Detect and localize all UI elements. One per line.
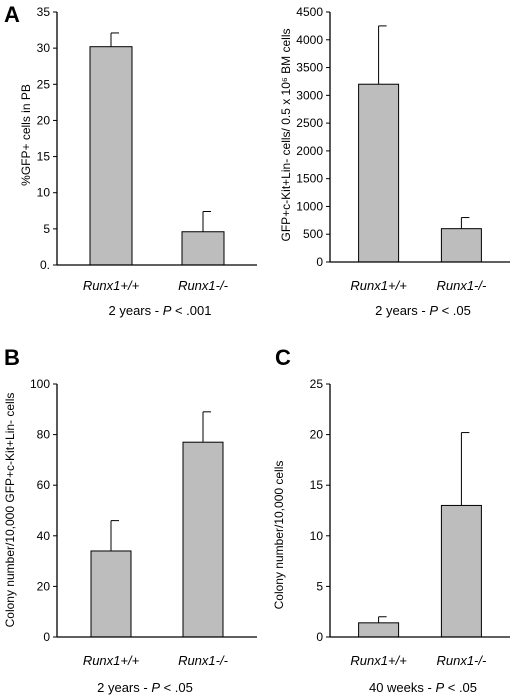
panel-letter: C xyxy=(275,345,291,370)
caption: 2 years - P < .001 xyxy=(109,303,212,318)
y-tick-label: 4000 xyxy=(296,33,323,47)
bar xyxy=(440,504,482,638)
y-tick-label: 60 xyxy=(37,478,51,492)
y-tick-label: 10 xyxy=(37,186,51,200)
caption: 40 weeks - P < .05 xyxy=(369,680,477,695)
y-tick-label: 20 xyxy=(310,428,324,442)
y-tick-label: 20 xyxy=(37,113,51,127)
y-tick-label: 500 xyxy=(303,227,323,241)
y-tick-label: 0 xyxy=(316,630,323,644)
y-tick-label: 2500 xyxy=(296,116,323,130)
y-tick-label: 100 xyxy=(30,377,50,391)
y-tick-label: 1500 xyxy=(296,172,323,186)
caption: 2 years - P < .05 xyxy=(375,303,471,318)
panel-a: A %GFP+ cells in PB 0. 5 10 15 20 25 30 35 Runx… xyxy=(4,2,257,318)
category-label: Runx1-/- xyxy=(436,278,487,293)
panel-letter: B xyxy=(4,345,20,370)
y-tick-label: 15 xyxy=(310,478,324,492)
category-label: Runx1-/- xyxy=(436,653,487,668)
bar xyxy=(89,46,133,266)
category-label: Runx1+/+ xyxy=(350,653,407,668)
panel-letter: A xyxy=(4,2,20,27)
y-tick-label: 2000 xyxy=(296,144,323,158)
y-tick-label: 0 xyxy=(43,630,50,644)
category-label: Runx1-/- xyxy=(178,653,229,668)
bars xyxy=(90,411,224,638)
category-labels: Runx1+/+ Runx1-/- xyxy=(83,653,229,668)
category-label: Runx1+/+ xyxy=(83,653,140,668)
y-tick-label: 40 xyxy=(37,529,51,543)
bars xyxy=(358,432,482,638)
y-tick-label: 80 xyxy=(37,428,51,442)
y-tick-label: 1000 xyxy=(296,199,323,213)
y-tick-label: 0. xyxy=(40,258,50,272)
y-tick-label: 5 xyxy=(43,222,50,236)
y-tick-label: 35 xyxy=(37,5,51,19)
category-label: Runx1+/+ xyxy=(350,278,407,293)
y-ticks: 0 5 10 15 20 25 xyxy=(310,377,330,644)
y-axis-label: Colony number/10,000 GFP+c-Kit+Lin- cell… xyxy=(3,393,17,628)
y-axis-label: Colony number/10,000 cells xyxy=(272,461,286,610)
bar xyxy=(440,228,482,263)
bars xyxy=(89,32,225,266)
y-tick-label: 20 xyxy=(37,579,51,593)
bar xyxy=(181,231,225,266)
bar xyxy=(182,441,224,638)
bars xyxy=(358,25,482,263)
bar xyxy=(358,83,400,263)
panel-b: B Colony number/10,000 GFP+c-Kit+Lin- ce… xyxy=(3,345,257,695)
caption: 2 years - P < .05 xyxy=(97,680,193,695)
y-tick-label: 25 xyxy=(310,377,324,391)
y-tick-label: 30 xyxy=(37,41,51,55)
bar xyxy=(90,550,132,638)
category-labels: Runx1+/+ Runx1-/- xyxy=(350,278,487,293)
category-label: Runx1-/- xyxy=(178,278,229,293)
y-tick-label: 5 xyxy=(316,579,323,593)
panel-c: C Colony number/10,000 cells 0510152025 … xyxy=(272,345,510,695)
bar xyxy=(358,622,400,638)
panel-a-right: GFP+c-Kit+Lin- cells/ 0.5 x 10⁶ BM cells… xyxy=(279,5,510,318)
y-tick-label: 0 xyxy=(316,255,323,269)
category-labels: Runx1+/+ Runx1-/- xyxy=(83,278,229,293)
category-label: Runx1+/+ xyxy=(83,278,140,293)
y-axis-label: %GFP+ cells in PB xyxy=(19,84,33,186)
y-tick-label: 15 xyxy=(37,150,51,164)
y-axis-label: GFP+c-Kit+Lin- cells/ 0.5 x 10⁶ BM cells xyxy=(279,28,293,241)
y-tick-label: 3000 xyxy=(296,88,323,102)
y-ticks: 0 500 1000 1500 2000 2500 3000 3500 4000 4500 xyxy=(296,5,330,269)
y-ticks: 0 20 40 60 80 100 xyxy=(30,377,57,644)
y-tick-label: 3500 xyxy=(296,61,323,75)
y-ticks: 0. 5 10 15 20 25 30 35 xyxy=(37,5,57,272)
category-labels: Runx1+/+ Runx1-/- xyxy=(350,653,487,668)
y-tick-label: 25 xyxy=(37,77,51,91)
y-tick-label: 10 xyxy=(310,529,324,543)
y-tick-label: 4500 xyxy=(296,5,323,19)
